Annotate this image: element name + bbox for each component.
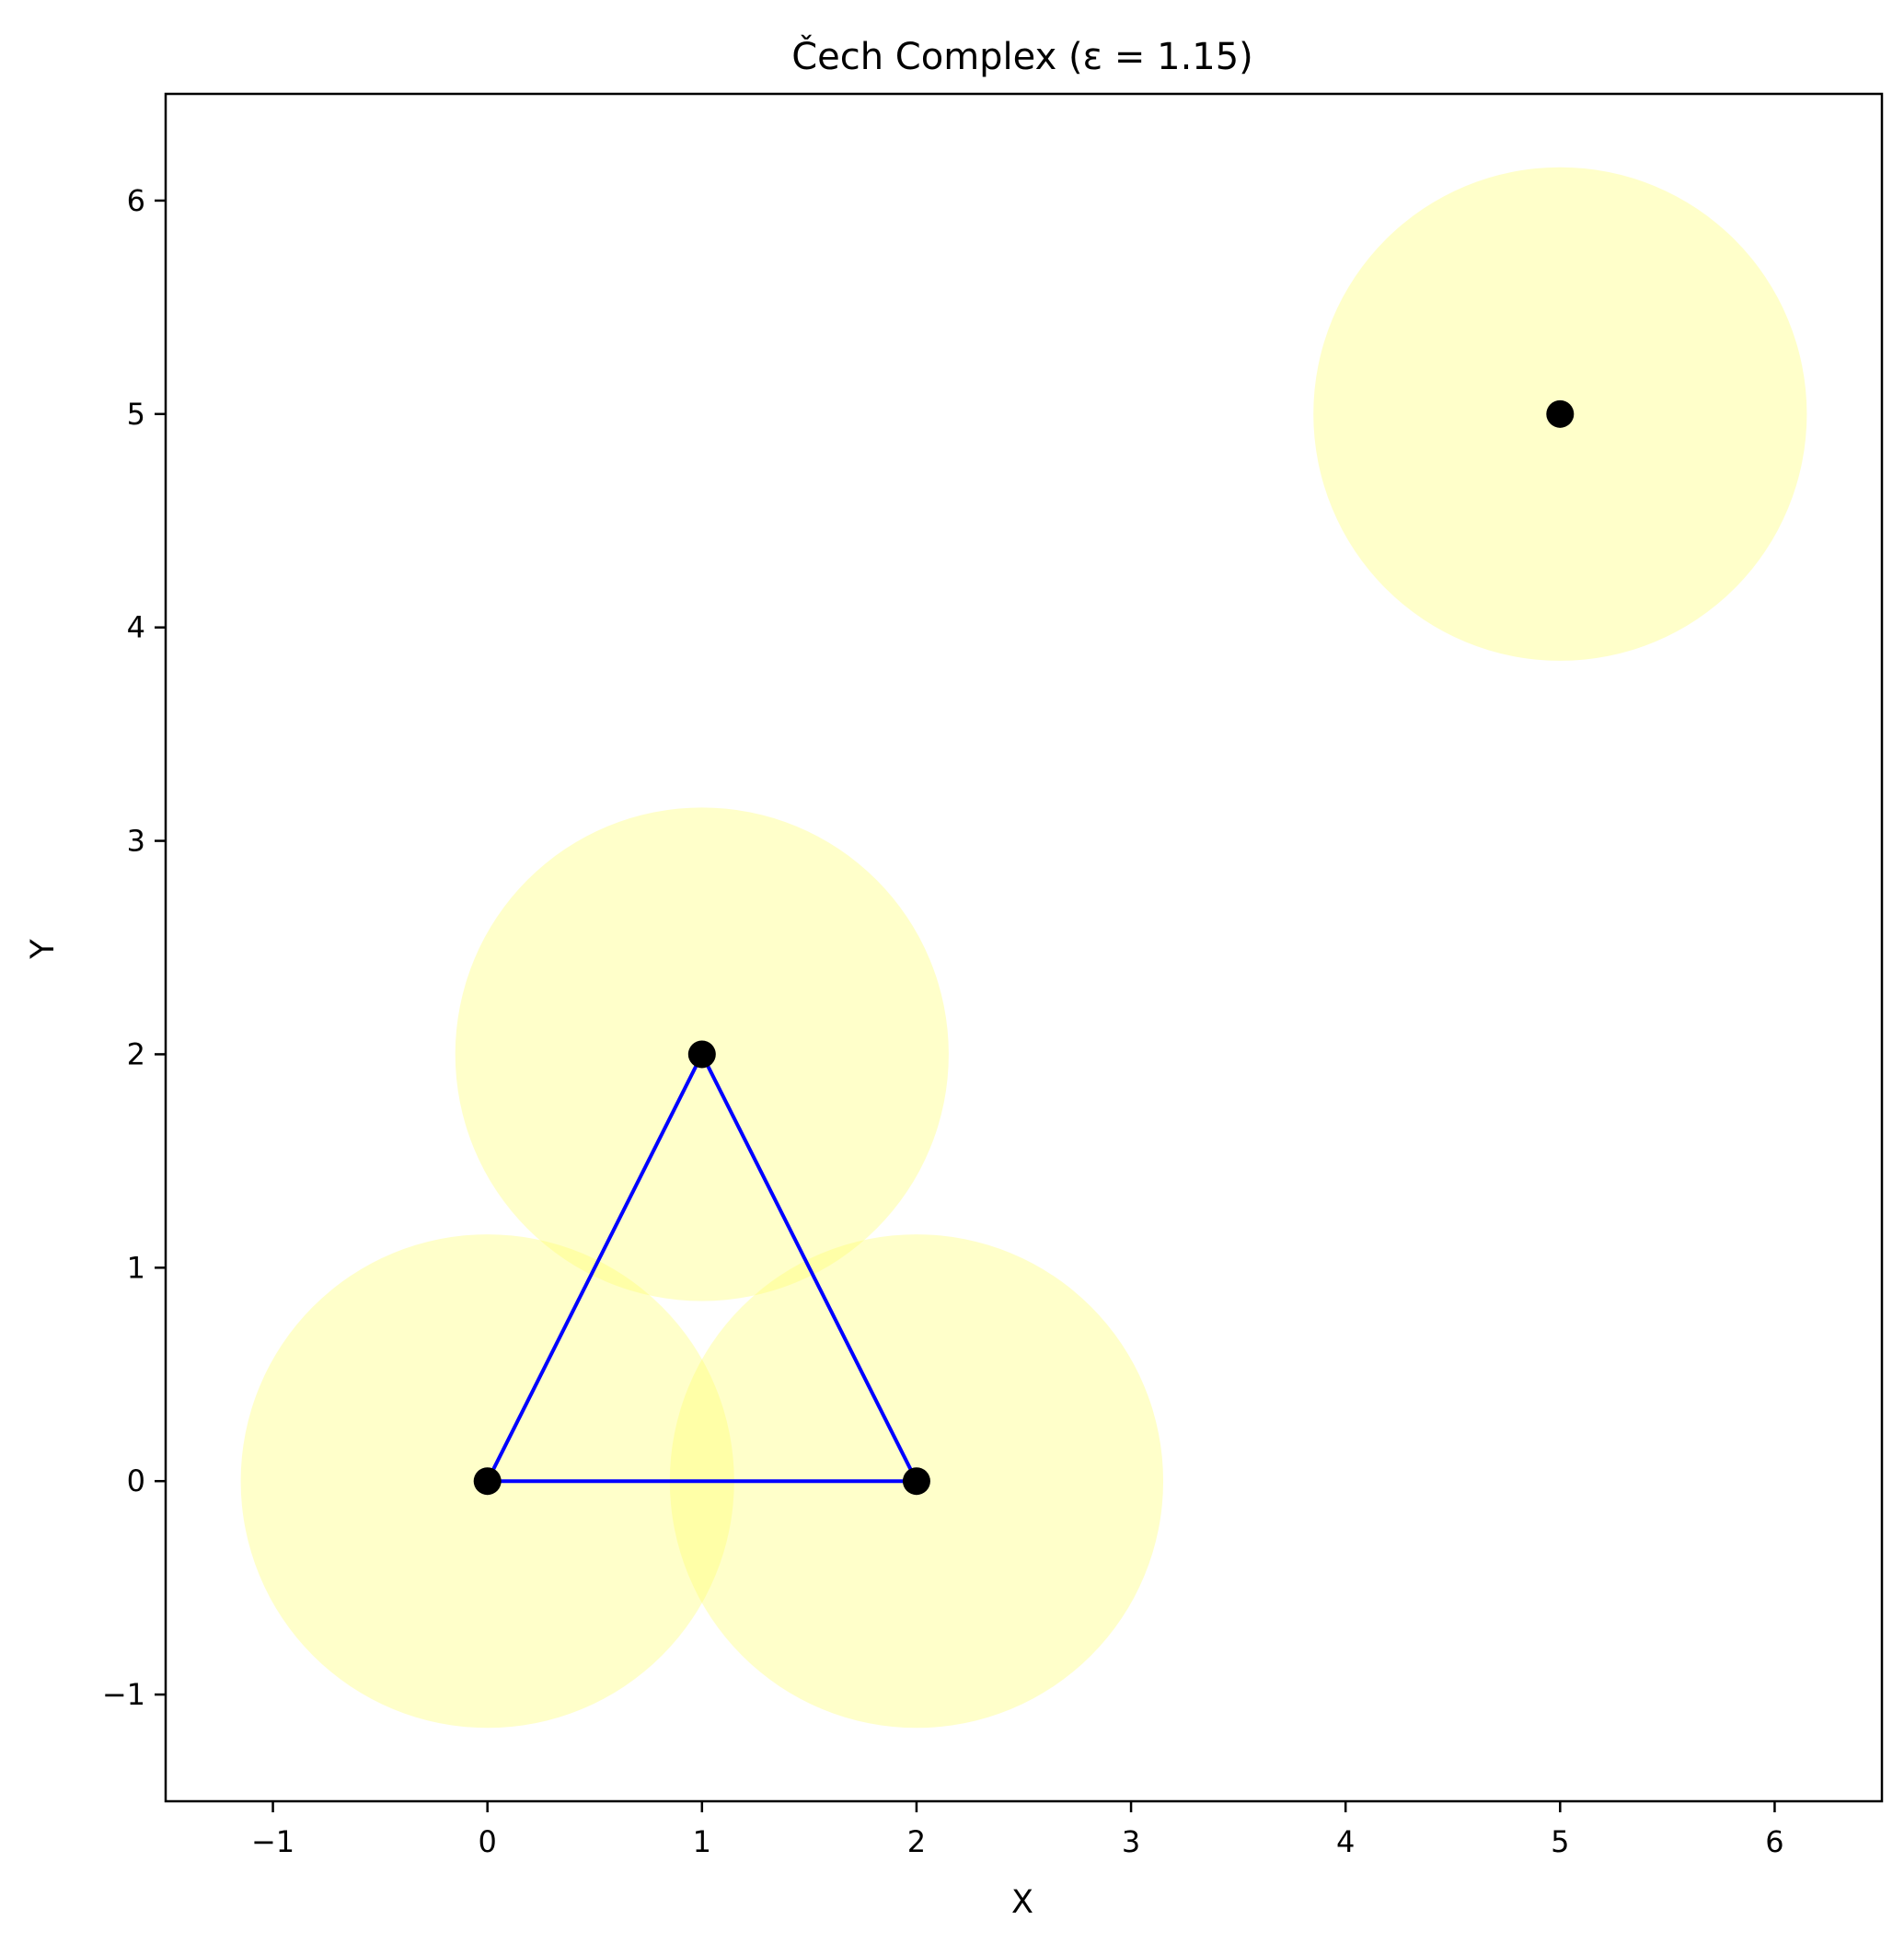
x-tick-label-6: 5 xyxy=(1551,1824,1569,1859)
y-tick-label-7: 6 xyxy=(127,183,145,218)
y-tick-label-1: 0 xyxy=(127,1463,145,1498)
x-tick-label-5: 4 xyxy=(1336,1824,1355,1859)
x-axis-label: X xyxy=(1011,1884,1033,1921)
y-tick-label-2: 1 xyxy=(127,1250,145,1285)
x-tick-label-3: 2 xyxy=(907,1824,926,1859)
data-point-0 xyxy=(473,1467,502,1496)
chart-title: Čech Complex (ε = 1.15) xyxy=(791,34,1253,78)
x-tick-label-4: 3 xyxy=(1122,1824,1140,1859)
edge-1 xyxy=(485,1053,704,1483)
y-tick-label-3: 2 xyxy=(127,1036,145,1071)
x-tick-label-2: 1 xyxy=(693,1824,711,1859)
edge-2 xyxy=(700,1053,918,1483)
x-tick-label-7: 6 xyxy=(1765,1824,1783,1859)
plot-background xyxy=(166,94,1882,1801)
x-tick-label-0: −1 xyxy=(251,1824,294,1859)
data-point-2 xyxy=(687,1040,716,1069)
y-tick-label-4: 3 xyxy=(127,824,145,859)
data-point-3 xyxy=(1546,399,1575,428)
y-axis-label: Y xyxy=(25,939,62,960)
y-tick-label-5: 4 xyxy=(127,610,145,645)
y-tick-label-6: 5 xyxy=(127,397,145,432)
axes-frame xyxy=(164,92,1884,1803)
plot-area: −1 0 1 2 3 4 5 6 −1 0 1 2 3 4 5 6 xyxy=(102,92,1884,1859)
data-point-1 xyxy=(902,1467,930,1496)
x-tick-label-1: 0 xyxy=(479,1824,497,1859)
y-tick-label-0: −1 xyxy=(102,1677,145,1712)
